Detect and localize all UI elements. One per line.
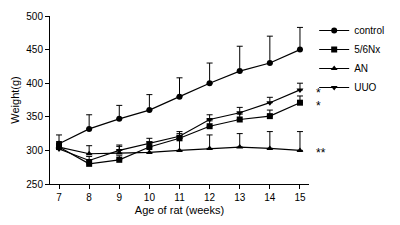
svg-text:400: 400 (26, 78, 43, 89)
svg-text:AN: AN (354, 63, 368, 74)
svg-text:5/6Nx: 5/6Nx (354, 44, 380, 55)
svg-text:9: 9 (116, 192, 122, 203)
svg-text:*: * (316, 99, 321, 113)
svg-text:250: 250 (26, 179, 43, 190)
svg-text:13: 13 (234, 192, 246, 203)
svg-text:*: * (316, 86, 321, 100)
svg-text:500: 500 (26, 11, 43, 22)
svg-text:300: 300 (26, 145, 43, 156)
svg-text:350: 350 (26, 111, 43, 122)
svg-text:**: ** (316, 146, 326, 160)
svg-text:15: 15 (294, 192, 306, 203)
svg-text:12: 12 (204, 192, 216, 203)
svg-text:14: 14 (264, 192, 276, 203)
svg-text:Weight(g): Weight(g) (9, 76, 21, 123)
svg-text:8: 8 (86, 192, 92, 203)
svg-text:10: 10 (144, 192, 156, 203)
svg-text:Age of rat (weeks): Age of rat (weeks) (135, 204, 224, 216)
svg-text:7: 7 (56, 192, 62, 203)
svg-text:UUO: UUO (354, 82, 376, 93)
svg-text:450: 450 (26, 44, 43, 55)
svg-text:11: 11 (174, 192, 185, 203)
svg-text:control: control (354, 25, 384, 36)
